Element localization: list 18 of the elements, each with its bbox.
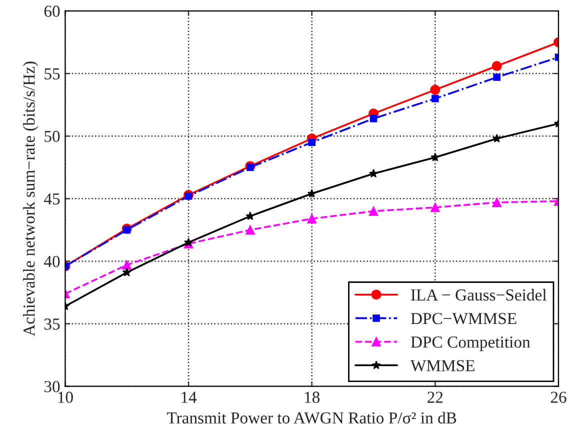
legend-label: DPC Competition [410, 336, 530, 352]
y-axis-title: Achievable network sum−rate (bits/s/Hz) [23, 62, 38, 336]
y-tick-label: 55 [44, 68, 60, 80]
x-tick-label: 10 [58, 392, 73, 403]
y-tick-label: 60 [44, 6, 60, 17]
legend-label: DPC−WMMSE [410, 312, 516, 324]
x-tick-label: 26 [550, 392, 566, 403]
legend-label: ILA − Gauss−Seidel [411, 288, 546, 301]
x-axis-title: Transmit Power to AWGN Ratio P/σ² in dB [167, 412, 456, 424]
x-tick-label: 18 [304, 392, 320, 403]
y-tick-label: 35 [44, 318, 60, 330]
y-tick-label: 40 [44, 256, 60, 268]
y-tick-label: 50 [44, 130, 60, 142]
x-tick-label: 14 [182, 392, 197, 403]
legend-label: WMMSE [410, 360, 474, 372]
y-tick-label: 45 [44, 193, 60, 205]
y-tick-label: 30 [44, 381, 60, 392]
x-tick-label: 22 [428, 392, 443, 403]
